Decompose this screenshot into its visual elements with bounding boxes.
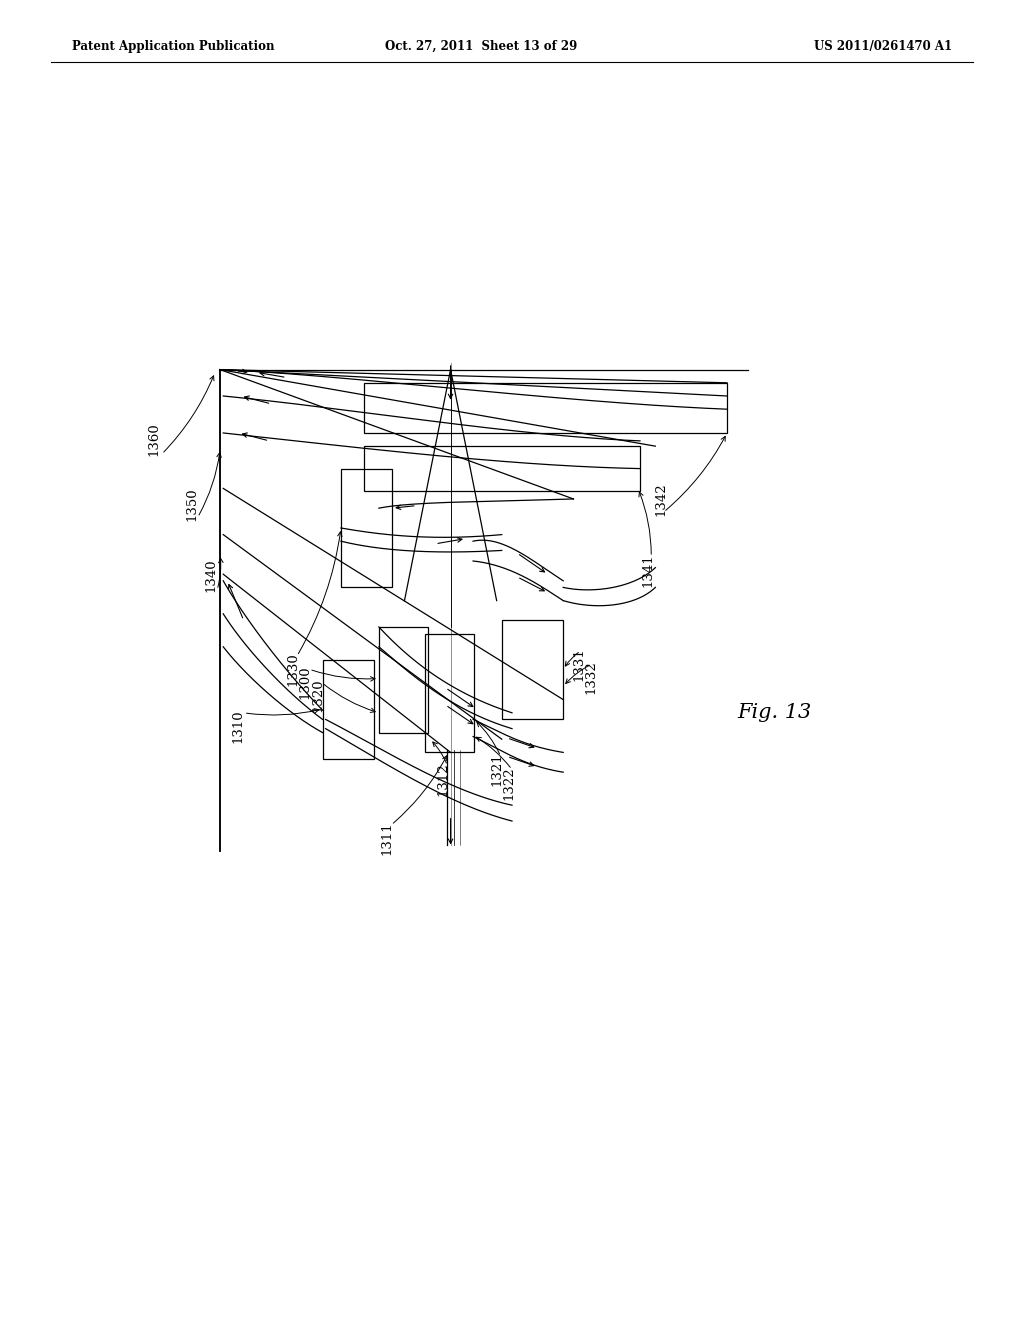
Text: Fig. 13: Fig. 13 (737, 704, 812, 722)
Text: 1320: 1320 (311, 678, 324, 713)
Text: 1321: 1321 (490, 752, 503, 787)
Text: US 2011/0261470 A1: US 2011/0261470 A1 (814, 40, 952, 53)
Text: 1340: 1340 (205, 558, 217, 593)
Text: 1331: 1331 (572, 647, 585, 681)
Bar (364, 383, 727, 433)
Bar (341, 469, 392, 587)
Bar (502, 620, 563, 719)
Text: 1341: 1341 (642, 553, 654, 587)
Text: 1350: 1350 (185, 487, 198, 521)
Text: 1330: 1330 (287, 652, 299, 686)
Bar (379, 627, 428, 733)
Text: 1322: 1322 (503, 766, 515, 800)
Text: Patent Application Publication: Patent Application Publication (72, 40, 274, 53)
Bar (425, 634, 474, 752)
Text: 1342: 1342 (654, 482, 667, 516)
Text: 1312: 1312 (437, 762, 450, 796)
Text: 1311: 1311 (381, 821, 393, 855)
Text: Oct. 27, 2011  Sheet 13 of 29: Oct. 27, 2011 Sheet 13 of 29 (385, 40, 578, 53)
Text: 1300: 1300 (299, 665, 311, 700)
Bar (323, 660, 374, 759)
Text: 1360: 1360 (147, 422, 160, 457)
Text: 1310: 1310 (231, 709, 244, 743)
Text: 1332: 1332 (585, 660, 597, 694)
Bar (364, 446, 640, 491)
